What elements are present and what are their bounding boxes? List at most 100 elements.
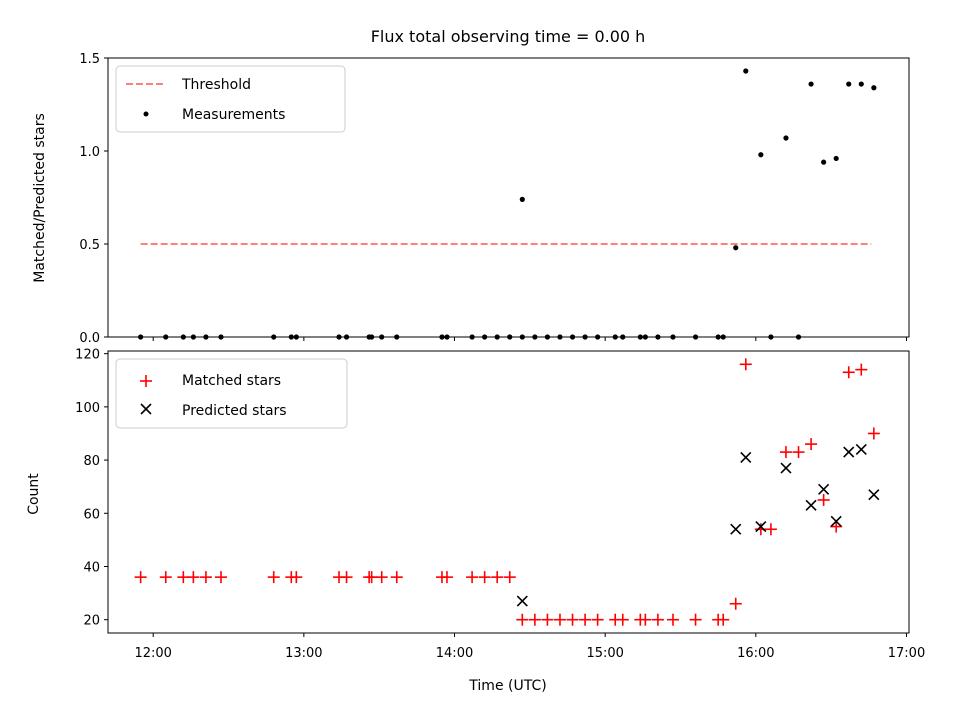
matched-star-point <box>390 571 403 584</box>
matched-star-point <box>792 446 805 459</box>
predicted-star-point <box>830 515 842 527</box>
predicted-x-b <box>855 443 867 455</box>
bottom-y-ticks: 20 40 60 80 100 120 <box>75 348 108 629</box>
bottom-y-tick-label: 100 <box>75 401 100 416</box>
matched-star-point <box>764 523 777 536</box>
predicted-star-point <box>516 595 528 607</box>
matched-star-point <box>739 358 752 371</box>
legend-predicted-swatch <box>140 403 152 415</box>
matched-star-point <box>134 571 147 584</box>
matched-star-point <box>779 446 792 459</box>
matched-star-point <box>541 613 554 626</box>
matched-star-point <box>639 613 652 626</box>
matched-star-point <box>805 438 818 451</box>
predicted-x-b <box>830 515 842 527</box>
bottom-y-tick-label: 40 <box>83 560 100 575</box>
matched-star-point <box>579 613 592 626</box>
top-legend-box <box>115 65 346 133</box>
matched-star-point <box>566 613 579 626</box>
matched-star-point <box>754 523 767 536</box>
bottom-y-tick-label: 60 <box>83 507 100 522</box>
legend-matched-label: Matched stars <box>182 373 281 389</box>
predicted-x-b <box>818 483 830 495</box>
measurement-point <box>758 152 764 158</box>
bottom-plot-area <box>134 358 880 626</box>
matched-star-point <box>466 571 479 584</box>
bottom-y-axis-label: Count <box>26 473 42 515</box>
matched-star-point <box>503 571 516 584</box>
matched-star-point <box>375 571 388 584</box>
matched-star-point <box>187 571 200 584</box>
measurement-point <box>858 81 864 87</box>
measurement-point <box>783 135 789 141</box>
predicted-x-b <box>805 499 817 511</box>
matched-star-point <box>591 613 604 626</box>
top-y-tick-label: 1.5 <box>79 52 100 67</box>
x-tick-label: 12:00 <box>134 646 171 661</box>
matched-star-point <box>717 613 730 626</box>
bottom-legend: Matched stars Predicted stars <box>115 358 348 429</box>
chart-title: Flux total observing time = 0.00 h <box>371 27 646 46</box>
measurement-point <box>808 81 814 87</box>
matched-star-point <box>729 597 742 610</box>
matched-star-point <box>616 613 629 626</box>
bottom-y-tick-label: 80 <box>83 454 100 469</box>
matched-star-point <box>159 571 172 584</box>
matched-star-point <box>830 520 843 533</box>
measurement-point <box>846 81 852 87</box>
top-legend: Threshold Measurements <box>115 65 346 133</box>
matched-star-point <box>440 571 453 584</box>
measurement-point <box>821 159 827 165</box>
predicted-x-b <box>516 595 528 607</box>
matched-star-point <box>199 571 212 584</box>
bottom-x-ticks: 12:00 13:00 14:00 15:00 16:00 17:00 <box>134 633 925 661</box>
top-x-ticks <box>152 337 907 341</box>
x-tick-label: 17:00 <box>888 646 925 661</box>
predicted-x-b <box>868 489 880 501</box>
bottom-panel: Count Time (UTC) 20 40 60 80 100 120 12:00 13:… <box>26 348 925 694</box>
top-y-tick-label: 0.5 <box>79 238 100 253</box>
matched-star-point <box>177 571 190 584</box>
matched-star-point <box>478 571 491 584</box>
bottom-y-tick-label: 120 <box>75 348 100 363</box>
predicted-star-point <box>855 443 867 455</box>
legend-threshold-label: Threshold <box>181 77 251 93</box>
matched-star-point <box>817 493 830 506</box>
matched-star-point <box>528 613 541 626</box>
legend-matched-swatch <box>140 375 152 387</box>
measurement-point <box>733 245 739 251</box>
legend-measurements-swatch <box>143 111 149 117</box>
x-tick-label: 13:00 <box>285 646 322 661</box>
measurement-point <box>833 155 839 162</box>
predicted-star-point <box>868 489 880 501</box>
legend-predicted-label: Predicted stars <box>182 403 287 419</box>
top-y-ticks: 0.0 0.5 1.0 1.5 <box>79 52 108 346</box>
matched-star-point <box>214 571 227 584</box>
top-panel: Flux total observing time = 0.00 h Match… <box>32 27 910 346</box>
matched-star-point <box>290 571 303 584</box>
top-y-tick-label: 0.0 <box>79 331 100 346</box>
bottom-legend-box <box>115 358 348 429</box>
matched-star-point <box>855 363 868 376</box>
measurement-point <box>871 85 877 91</box>
x-tick-label: 14:00 <box>436 646 473 661</box>
matched-star-point <box>689 613 702 626</box>
x-tick-label: 16:00 <box>737 646 774 661</box>
x-tick-label: 15:00 <box>586 646 623 661</box>
predicted-x-b <box>730 523 742 535</box>
matched-star-point <box>365 571 378 584</box>
matched-star-point <box>553 613 566 626</box>
predicted-star-point <box>843 446 855 458</box>
predicted-star-point <box>818 483 830 495</box>
x-axis-label: Time (UTC) <box>468 678 546 694</box>
matched-star-point <box>340 571 353 584</box>
matched-star-point <box>516 613 529 626</box>
predicted-x-b <box>755 521 767 533</box>
measurement-point <box>743 68 749 74</box>
predicted-star-point <box>805 499 817 511</box>
top-y-axis-label: Matched/Predicted stars <box>32 113 48 283</box>
top-y-tick-label: 1.0 <box>79 145 100 160</box>
predicted-star-point <box>730 523 742 535</box>
predicted-x-b <box>740 451 752 463</box>
